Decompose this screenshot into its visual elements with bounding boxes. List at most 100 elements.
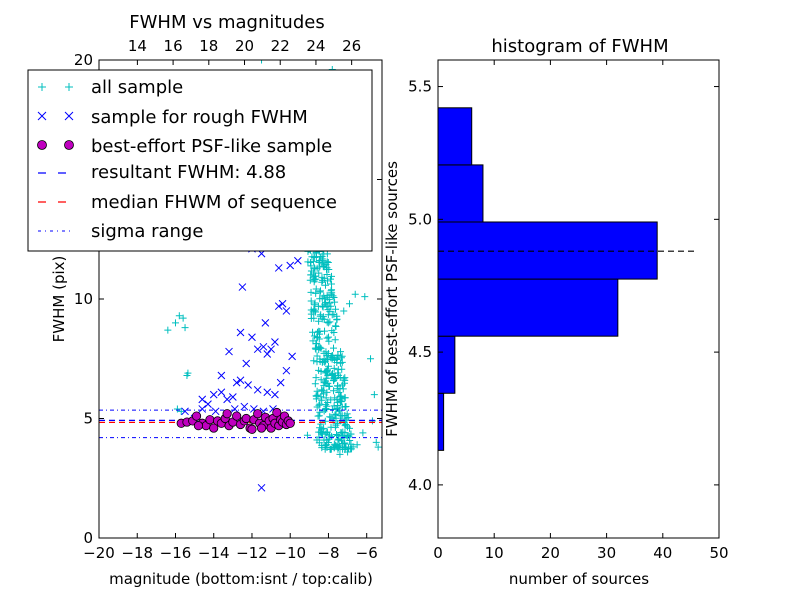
rough-sample-point (240, 402, 249, 411)
all-sample-point (164, 326, 172, 334)
all-sample-point (307, 288, 315, 296)
all-sample-point (310, 332, 318, 340)
all-sample-point (311, 299, 319, 307)
rough-sample-point (198, 395, 207, 404)
all-sample-point (343, 410, 351, 418)
all-sample-point (318, 425, 326, 433)
legend-marker-plus (65, 83, 73, 91)
y-tick-label: 0 (83, 529, 93, 547)
all-sample-point (307, 262, 315, 270)
all-sample-point (321, 369, 329, 377)
scatter-chart: FWHM vs magnitudes −20 −18 −16 −14 −12 −10 −8−… (27, 12, 383, 588)
rough-sample-point (244, 381, 253, 389)
rough-sample-point (230, 405, 239, 413)
all-sample-point (338, 365, 346, 373)
all-sample-point (327, 396, 335, 404)
all-sample-point (307, 297, 315, 305)
all-sample-point (323, 402, 331, 410)
rough-sample-point (225, 347, 233, 356)
rough-sample-point (286, 261, 295, 270)
all-sample-point (315, 366, 323, 374)
all-sample-point (323, 334, 331, 342)
all-sample-point (325, 266, 333, 274)
rough-sample-point (211, 407, 220, 416)
histogram-chart: histogram of FWHM 0 10 20 30 40 50 4.0 4.5 5.0 5.… (383, 36, 729, 588)
rough-sample-point (274, 302, 283, 311)
psf-sample-point (241, 413, 251, 424)
all-sample-point (310, 305, 318, 313)
all-sample-point (312, 285, 320, 293)
all-sample-point (347, 440, 355, 448)
all-sample-point (341, 376, 349, 384)
x-tick-label: −16 (160, 544, 192, 562)
rough-sample-point (271, 338, 279, 346)
all-sample-point (179, 314, 187, 322)
all-sample-point (337, 392, 345, 400)
rough-sample-point (282, 366, 291, 375)
rough-sample-point (223, 395, 231, 404)
all-sample-point (331, 411, 339, 419)
all-sample-point (331, 336, 339, 344)
all-sample-point (330, 387, 338, 395)
all-sample-point (336, 412, 344, 420)
histogram-plot-border (437, 59, 720, 539)
all-sample-point (338, 403, 346, 411)
top-x-tick-label: 24 (306, 37, 325, 55)
psf-sample-point (191, 411, 202, 421)
rough-sample-point (253, 345, 262, 354)
y-tick-label: 20 (74, 51, 93, 69)
all-sample-point (316, 287, 324, 295)
psf-sample-point (272, 407, 282, 418)
all-sample-point (308, 253, 316, 261)
rough-sample-point (236, 376, 245, 385)
all-sample-point (312, 345, 320, 353)
all-sample-point (318, 302, 326, 310)
psf-sample-point (253, 409, 263, 419)
legend-entry-psf-sample: best-effort PSF-like sample (91, 136, 332, 157)
all-sample-point (337, 354, 345, 362)
histogram-bar (437, 392, 445, 451)
all-sample-point (331, 298, 339, 306)
top-x-tick-label: 26 (342, 37, 361, 55)
x-tick-label: −10 (274, 544, 306, 562)
rough-sample-point (253, 385, 262, 394)
legend-entry-rough-sample: sample for rough FWHM (91, 107, 308, 128)
all-sample-point (320, 292, 328, 300)
legend-marker-x (64, 111, 74, 121)
all-sample-point (367, 355, 375, 363)
all-sample-point (361, 293, 369, 301)
all-sample-point (328, 280, 336, 288)
hist-x-tick-label: 0 (433, 544, 443, 562)
y-tick-label: 10 (74, 290, 93, 308)
all-sample-point (319, 256, 327, 264)
all-sample-point (320, 275, 328, 283)
all-sample-point (329, 369, 337, 377)
hist-x-tick-label: 30 (597, 544, 616, 562)
x-tick-label: −6 (356, 544, 378, 562)
all-sample-point (315, 335, 323, 343)
all-sample-point (326, 431, 334, 439)
rough-sample-point (276, 378, 285, 387)
histogram-plot-area (437, 107, 697, 451)
histogram-bar (437, 164, 484, 223)
all-sample-point (330, 443, 338, 451)
rough-sample-point (238, 283, 247, 291)
all-sample-point (332, 421, 340, 429)
all-sample-point (328, 355, 336, 363)
all-sample-point (340, 375, 348, 383)
all-sample-point (315, 317, 323, 325)
psf-sample-point (193, 421, 204, 431)
hist-x-tick-label: 50 (709, 544, 728, 562)
all-sample-point (321, 430, 329, 438)
all-sample-point (307, 267, 315, 275)
all-sample-point (333, 430, 341, 438)
all-sample-point (319, 357, 327, 365)
all-sample-point (331, 394, 339, 402)
all-sample-point (334, 351, 342, 359)
hist-x-tick-label: 20 (541, 544, 560, 562)
legend-entry-all-sample: all sample (91, 77, 183, 98)
all-sample-point (321, 442, 329, 450)
all-sample-point (330, 364, 338, 372)
all-sample-point (316, 288, 324, 296)
